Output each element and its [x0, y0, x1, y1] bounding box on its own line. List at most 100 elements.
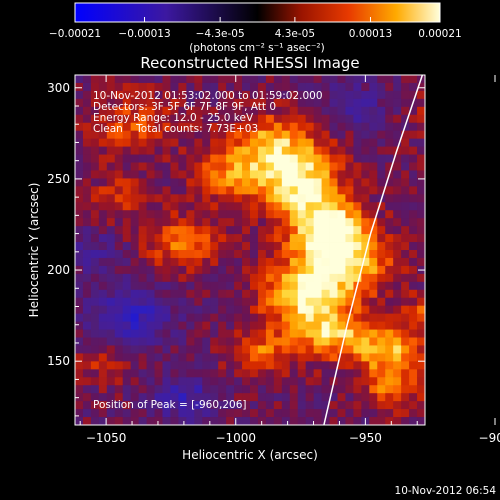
heatmap-cell [218, 401, 227, 410]
heatmap-cell [297, 98, 307, 108]
heatmap-cell [194, 82, 203, 92]
heatmap-cell [417, 385, 425, 394]
heatmap-cell [393, 138, 402, 147]
heatmap-cell [305, 82, 315, 92]
heatmap-cell [186, 385, 195, 394]
heatmap-cell [154, 393, 163, 402]
heatmap-cell [138, 98, 147, 108]
heatmap-cell [218, 417, 227, 425]
heatmap-cell [321, 170, 330, 179]
heatmap-cell [305, 345, 315, 354]
heatmap-cell [146, 273, 155, 283]
heatmap-cell [250, 337, 259, 346]
heatmap-cell [218, 377, 227, 386]
heatmap-cell [250, 146, 259, 155]
heatmap-cell [122, 313, 132, 322]
heatmap-cell [234, 345, 243, 354]
heatmap-cell [122, 281, 132, 291]
heatmap-cell [114, 305, 124, 315]
heatmap-cell [289, 313, 299, 322]
heatmap-cell [75, 194, 84, 203]
heatmap-cell [154, 337, 163, 346]
heatmap-cell [138, 138, 147, 147]
heatmap-cell [162, 250, 171, 259]
heatmap-cell [369, 329, 378, 338]
heatmap-cell [369, 242, 378, 251]
heatmap-cell [210, 393, 219, 402]
heatmap-cell [313, 297, 322, 307]
heatmap-cell [297, 313, 307, 322]
heatmap-cell [305, 401, 315, 410]
heatmap-cell [194, 281, 203, 291]
heatmap-cell [138, 210, 147, 219]
heatmap-cell [106, 82, 116, 92]
heatmap-cell [178, 218, 187, 227]
heatmap-cell [138, 178, 147, 187]
heatmap-cell [289, 130, 299, 140]
heatmap-cell [385, 210, 394, 219]
heatmap-cell [417, 226, 425, 235]
heatmap-cell [162, 401, 171, 410]
heatmap-cell [377, 273, 386, 283]
heatmap-cell [226, 409, 235, 418]
heatmap-cell [226, 114, 235, 124]
heatmap-cell [170, 130, 179, 140]
heatmap-cell [321, 90, 330, 100]
heatmap-cell [90, 154, 100, 163]
heatmap-cell [321, 393, 330, 402]
heatmap-cell [130, 321, 140, 330]
heatmap-cell [90, 385, 100, 394]
heatmap-cell [345, 385, 354, 394]
heatmap-cell [377, 289, 386, 299]
heatmap-cell [178, 202, 187, 211]
heatmap-cell [226, 202, 235, 211]
heatmap-cell [369, 170, 378, 179]
heatmap-cell [409, 361, 418, 370]
heatmap-cell [202, 289, 211, 299]
heatmap-cell [250, 242, 259, 251]
heatmap-cell [281, 75, 291, 84]
heatmap-cell [377, 82, 386, 92]
heatmap-cell [329, 170, 338, 179]
heatmap-cell [337, 178, 346, 187]
heatmap-cell [138, 226, 147, 235]
heatmap-cell [90, 75, 100, 84]
heatmap-cell [329, 202, 338, 211]
heatmap-cell [409, 329, 418, 338]
heatmap-cell [250, 409, 259, 418]
heatmap-cell [337, 281, 346, 291]
heatmap-cell [114, 146, 124, 155]
heatmap-cell [337, 409, 346, 418]
heatmap-cell [265, 361, 275, 370]
heatmap-cell [401, 146, 410, 155]
heatmap-cell [162, 257, 171, 267]
heatmap-cell [242, 130, 251, 140]
heatmap-cell [361, 281, 370, 291]
heatmap-cell [242, 242, 251, 251]
heatmap-cell [170, 106, 179, 116]
heatmap-cell [234, 297, 243, 307]
heatmap-cell [417, 122, 425, 132]
heatmap-cell [162, 186, 171, 195]
x-tick-label: −1050 [86, 431, 127, 445]
heatmap-cell [393, 401, 402, 410]
heatmap-cell [154, 138, 163, 147]
heatmap-cell [369, 297, 378, 307]
heatmap-cell [186, 90, 195, 100]
heatmap-cell [122, 82, 132, 92]
heatmap-cell [194, 98, 203, 108]
heatmap-cell [273, 393, 283, 402]
heatmap-cell [401, 265, 410, 275]
heatmap-cell [210, 75, 219, 84]
heatmap-cell [297, 90, 307, 100]
heatmap-cell [162, 297, 171, 307]
heatmap-cell [385, 202, 394, 211]
heatmap-cell [210, 329, 219, 338]
heatmap-cell [377, 138, 386, 147]
heatmap-cell [417, 234, 425, 243]
heatmap-cell [385, 138, 394, 147]
heatmap-cell [361, 186, 370, 195]
heatmap-cell [146, 146, 155, 155]
heatmap-cell [289, 98, 299, 108]
heatmap-cell [265, 250, 275, 259]
